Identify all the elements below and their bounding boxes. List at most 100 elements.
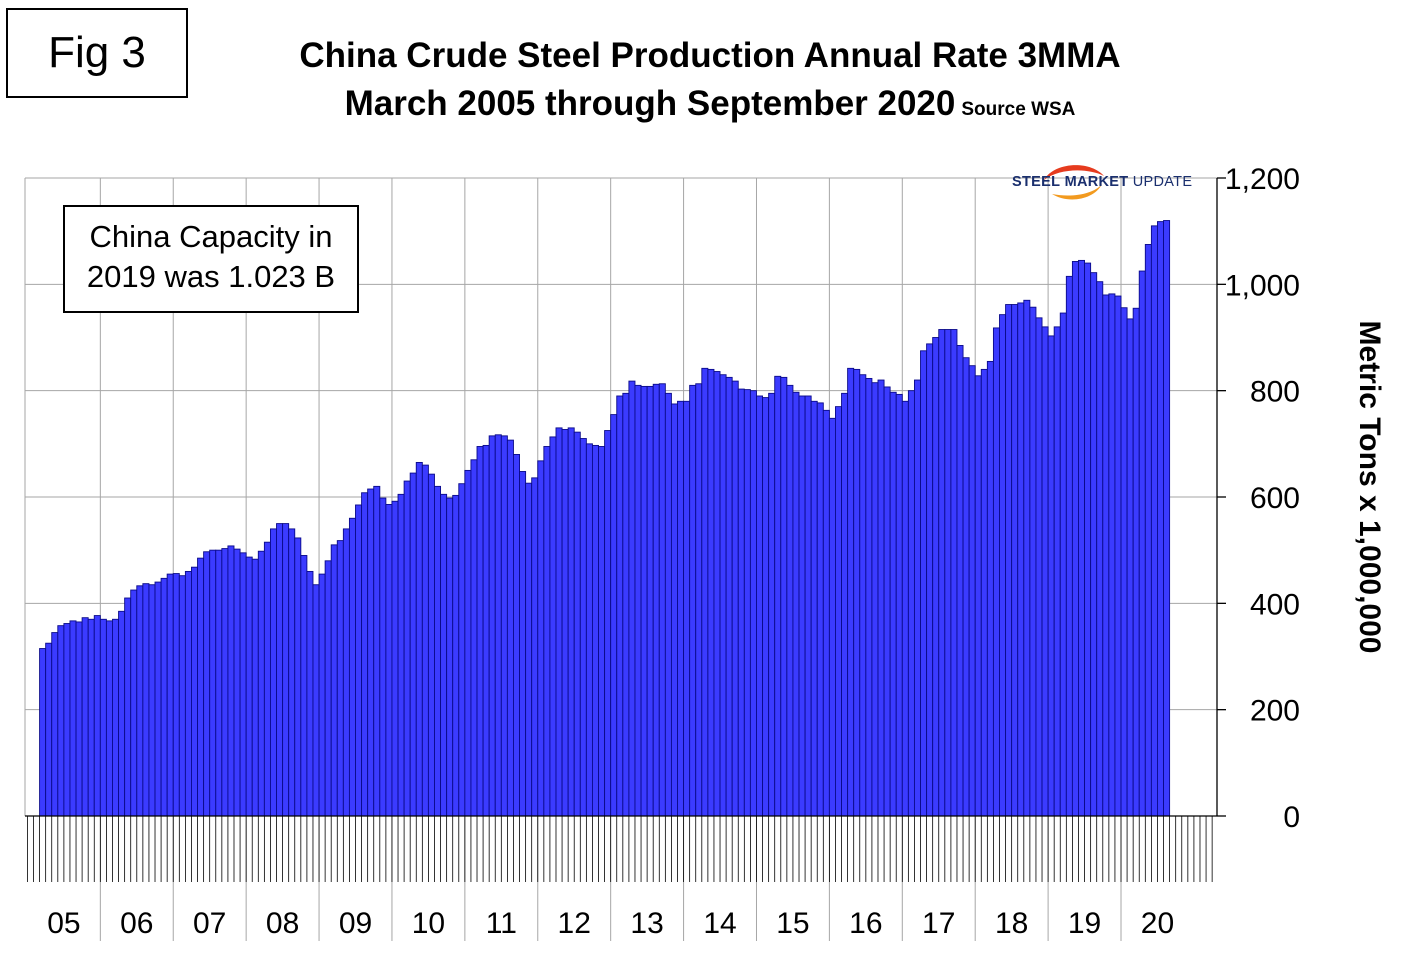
bar — [1011, 304, 1019, 817]
logo-word-market: MARKET — [1064, 174, 1129, 190]
bar — [379, 497, 387, 817]
bar — [950, 329, 958, 817]
bar — [178, 575, 186, 817]
bar — [658, 383, 666, 817]
bar — [312, 584, 320, 817]
bar — [1065, 275, 1073, 817]
bar — [1078, 259, 1086, 817]
bar — [786, 384, 794, 817]
capacity-annotation: China Capacity in 2019 was 1.023 B — [63, 205, 359, 313]
bar — [1035, 317, 1043, 817]
chart-title: China Crude Steel Production Annual Rate… — [299, 36, 1121, 75]
bar — [112, 618, 120, 817]
bar — [999, 314, 1007, 817]
bar — [907, 390, 915, 817]
bar — [172, 573, 180, 817]
bar — [494, 434, 502, 817]
x-year-label: 06 — [120, 907, 153, 940]
bar — [859, 374, 867, 817]
bar — [1029, 306, 1037, 817]
bar — [822, 409, 830, 817]
bar — [324, 560, 332, 817]
bar — [130, 589, 138, 817]
axes: 0 200 400 600 800 1,000 1,200 05 06 07 08 09 10 11 12 1… — [25, 163, 1300, 940]
x-year-label: 13 — [630, 907, 663, 940]
bar — [45, 642, 53, 817]
logo-word-update: UPDATE — [1132, 174, 1193, 190]
y-tick-label: 400 — [1250, 588, 1300, 621]
x-year-label: 18 — [995, 907, 1028, 940]
bar — [895, 393, 903, 817]
bar — [841, 392, 849, 817]
bar — [847, 367, 855, 817]
bar — [282, 523, 290, 817]
bar — [1163, 220, 1171, 817]
bar — [93, 615, 101, 817]
bar — [968, 365, 976, 817]
bar — [464, 469, 472, 817]
bar — [136, 585, 144, 817]
bar — [1059, 312, 1067, 817]
logo-wordmark: STEEL MARKET UPDATE — [1012, 174, 1192, 190]
bar — [865, 377, 873, 817]
bar — [646, 385, 654, 817]
bar — [634, 384, 642, 817]
bar — [525, 482, 533, 817]
bar — [318, 573, 326, 817]
bar — [986, 360, 994, 817]
bar — [227, 545, 235, 817]
bar — [482, 444, 490, 817]
bar — [555, 427, 563, 817]
bar — [452, 494, 460, 817]
chart-subtitle: March 2005 through September 2020 Source … — [220, 84, 1200, 124]
bar — [737, 388, 745, 817]
chart-subtitle-text: March 2005 through September 2020 — [344, 84, 956, 123]
bar — [506, 439, 514, 817]
x-year-label: 11 — [486, 907, 517, 940]
bar — [543, 446, 551, 817]
bar — [695, 383, 703, 817]
bar — [1084, 262, 1092, 817]
bar — [980, 368, 988, 817]
bar — [1102, 294, 1110, 817]
annotation-line-1: China Capacity in — [89, 219, 333, 254]
bar — [251, 558, 259, 817]
bar — [901, 400, 909, 817]
bar — [932, 337, 940, 817]
x-year-label: 19 — [1068, 907, 1101, 940]
bar — [239, 552, 247, 817]
y-tick-label: 1,000 — [1225, 269, 1300, 302]
bar — [191, 566, 198, 817]
bar — [415, 461, 423, 817]
bar — [974, 375, 982, 817]
bar — [1114, 295, 1122, 817]
bar — [810, 400, 818, 817]
bar — [148, 584, 156, 817]
bar — [871, 382, 879, 817]
x-year-label: 10 — [412, 907, 445, 940]
x-year-label: 15 — [776, 907, 809, 940]
bar — [628, 380, 636, 817]
bar — [367, 488, 375, 817]
bar — [361, 492, 369, 817]
bar — [142, 583, 150, 817]
bar — [579, 438, 587, 817]
bar — [385, 503, 393, 817]
y-tick-label: 600 — [1250, 482, 1300, 515]
bar — [1108, 293, 1116, 817]
bar — [664, 392, 672, 817]
bar — [276, 523, 284, 817]
bar — [622, 392, 630, 817]
bar — [330, 544, 338, 817]
bar — [513, 454, 520, 817]
bar — [707, 368, 715, 817]
bar — [828, 417, 836, 817]
bar — [701, 367, 709, 817]
bar — [355, 504, 363, 817]
x-year-label: 05 — [47, 907, 80, 940]
x-year-label: 14 — [703, 907, 736, 940]
bar — [1005, 304, 1013, 817]
bar — [63, 623, 71, 817]
bar — [792, 391, 800, 817]
bar — [689, 384, 697, 817]
